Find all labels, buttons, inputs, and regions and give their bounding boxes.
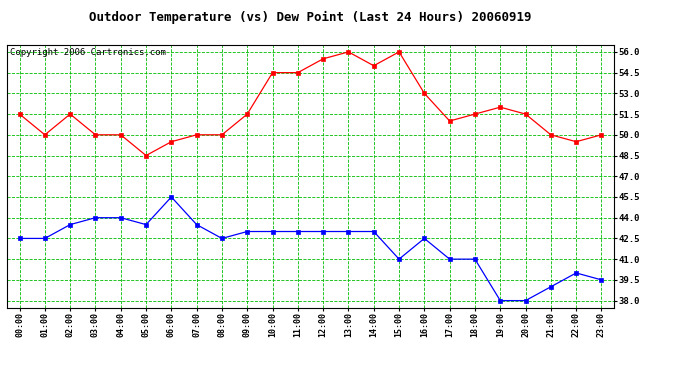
Text: Outdoor Temperature (vs) Dew Point (Last 24 Hours) 20060919: Outdoor Temperature (vs) Dew Point (Last… <box>89 11 532 24</box>
Text: Copyright 2006 Cartronics.com: Copyright 2006 Cartronics.com <box>10 48 166 57</box>
